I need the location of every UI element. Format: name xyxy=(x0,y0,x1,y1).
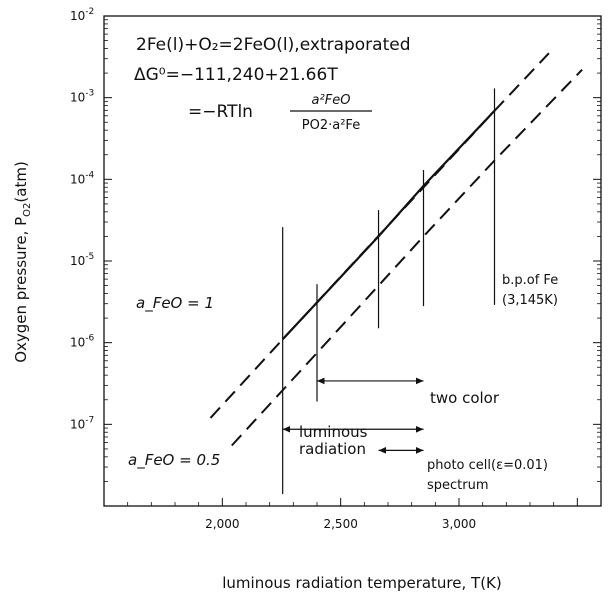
series-lines xyxy=(209,52,583,447)
x-axis-title: luminous radiation temperature, T(K) xyxy=(222,574,502,592)
x-axis-ticks: 2,000 2,500 3,000 xyxy=(127,498,578,531)
afeo-05-label: a_FeO = 0.5 xyxy=(128,451,220,470)
radiation-label: radiation xyxy=(299,440,366,458)
y-axis-title-main: Oxygen pressure, P xyxy=(12,217,30,363)
y-tick-label: 10-2 xyxy=(70,7,94,23)
spectrum-label: spectrum xyxy=(427,478,489,493)
y-tick-exp: -2 xyxy=(85,7,94,17)
y-tick-base: 10 xyxy=(70,417,85,431)
y-axis-title: Oxygen pressure, PO2(atm) xyxy=(12,161,33,363)
series-line-2 xyxy=(231,69,583,447)
y-tick-label: 10-3 xyxy=(70,89,94,105)
reaction-equation: 2Fe(l)+O₂=2FeO(l),extraporated xyxy=(136,35,411,55)
activity-fraction-numerator: a²FeO xyxy=(312,93,351,108)
y-tick-base: 10 xyxy=(70,172,85,186)
x-tick-label: 2,000 xyxy=(205,517,239,531)
two-color-label: two color xyxy=(430,389,500,407)
rtln-expression: =−RTln xyxy=(188,102,253,122)
activity-fraction-denominator: PO2·a²Fe xyxy=(302,118,360,133)
y-tick-label: 10-6 xyxy=(70,334,95,350)
series-line-1 xyxy=(209,52,550,419)
y-tick-exp: -6 xyxy=(85,334,94,344)
y-axis-title-unit: (atm) xyxy=(12,161,30,202)
photo-cell-label: photo cell(ε=0.01) xyxy=(427,458,548,473)
y-axis-ticks: 10-210-310-410-510-610-7 xyxy=(70,7,601,482)
bp-temperature-label: (3,145K) xyxy=(502,293,558,308)
y-tick-base: 10 xyxy=(70,91,85,105)
x-tick-label: 3,000 xyxy=(442,517,476,531)
y-tick-base: 10 xyxy=(70,336,85,350)
y-tick-base: 10 xyxy=(70,9,85,23)
x-tick-label: 2,500 xyxy=(323,517,357,531)
y-tick-label: 10-7 xyxy=(70,415,94,431)
luminous-label: luminous xyxy=(299,423,368,441)
y-axis-title-sub: O2 xyxy=(22,203,33,217)
bp-of-fe-label: b.p.of Fe xyxy=(502,273,558,288)
gibbs-energy-equation: ΔG⁰=−111,240+21.66T xyxy=(134,65,338,85)
y-tick-label: 10-5 xyxy=(70,252,94,268)
series-line-0 xyxy=(281,110,496,341)
y-tick-label: 10-4 xyxy=(70,170,95,186)
y-tick-exp: -7 xyxy=(85,415,94,425)
y-tick-exp: -3 xyxy=(85,89,94,99)
afeo-1-label: a_FeO = 1 xyxy=(136,294,214,313)
y-tick-exp: -4 xyxy=(85,170,94,180)
range-arrows xyxy=(282,377,424,454)
y-tick-exp: -5 xyxy=(85,252,94,262)
y-tick-base: 10 xyxy=(70,254,85,268)
